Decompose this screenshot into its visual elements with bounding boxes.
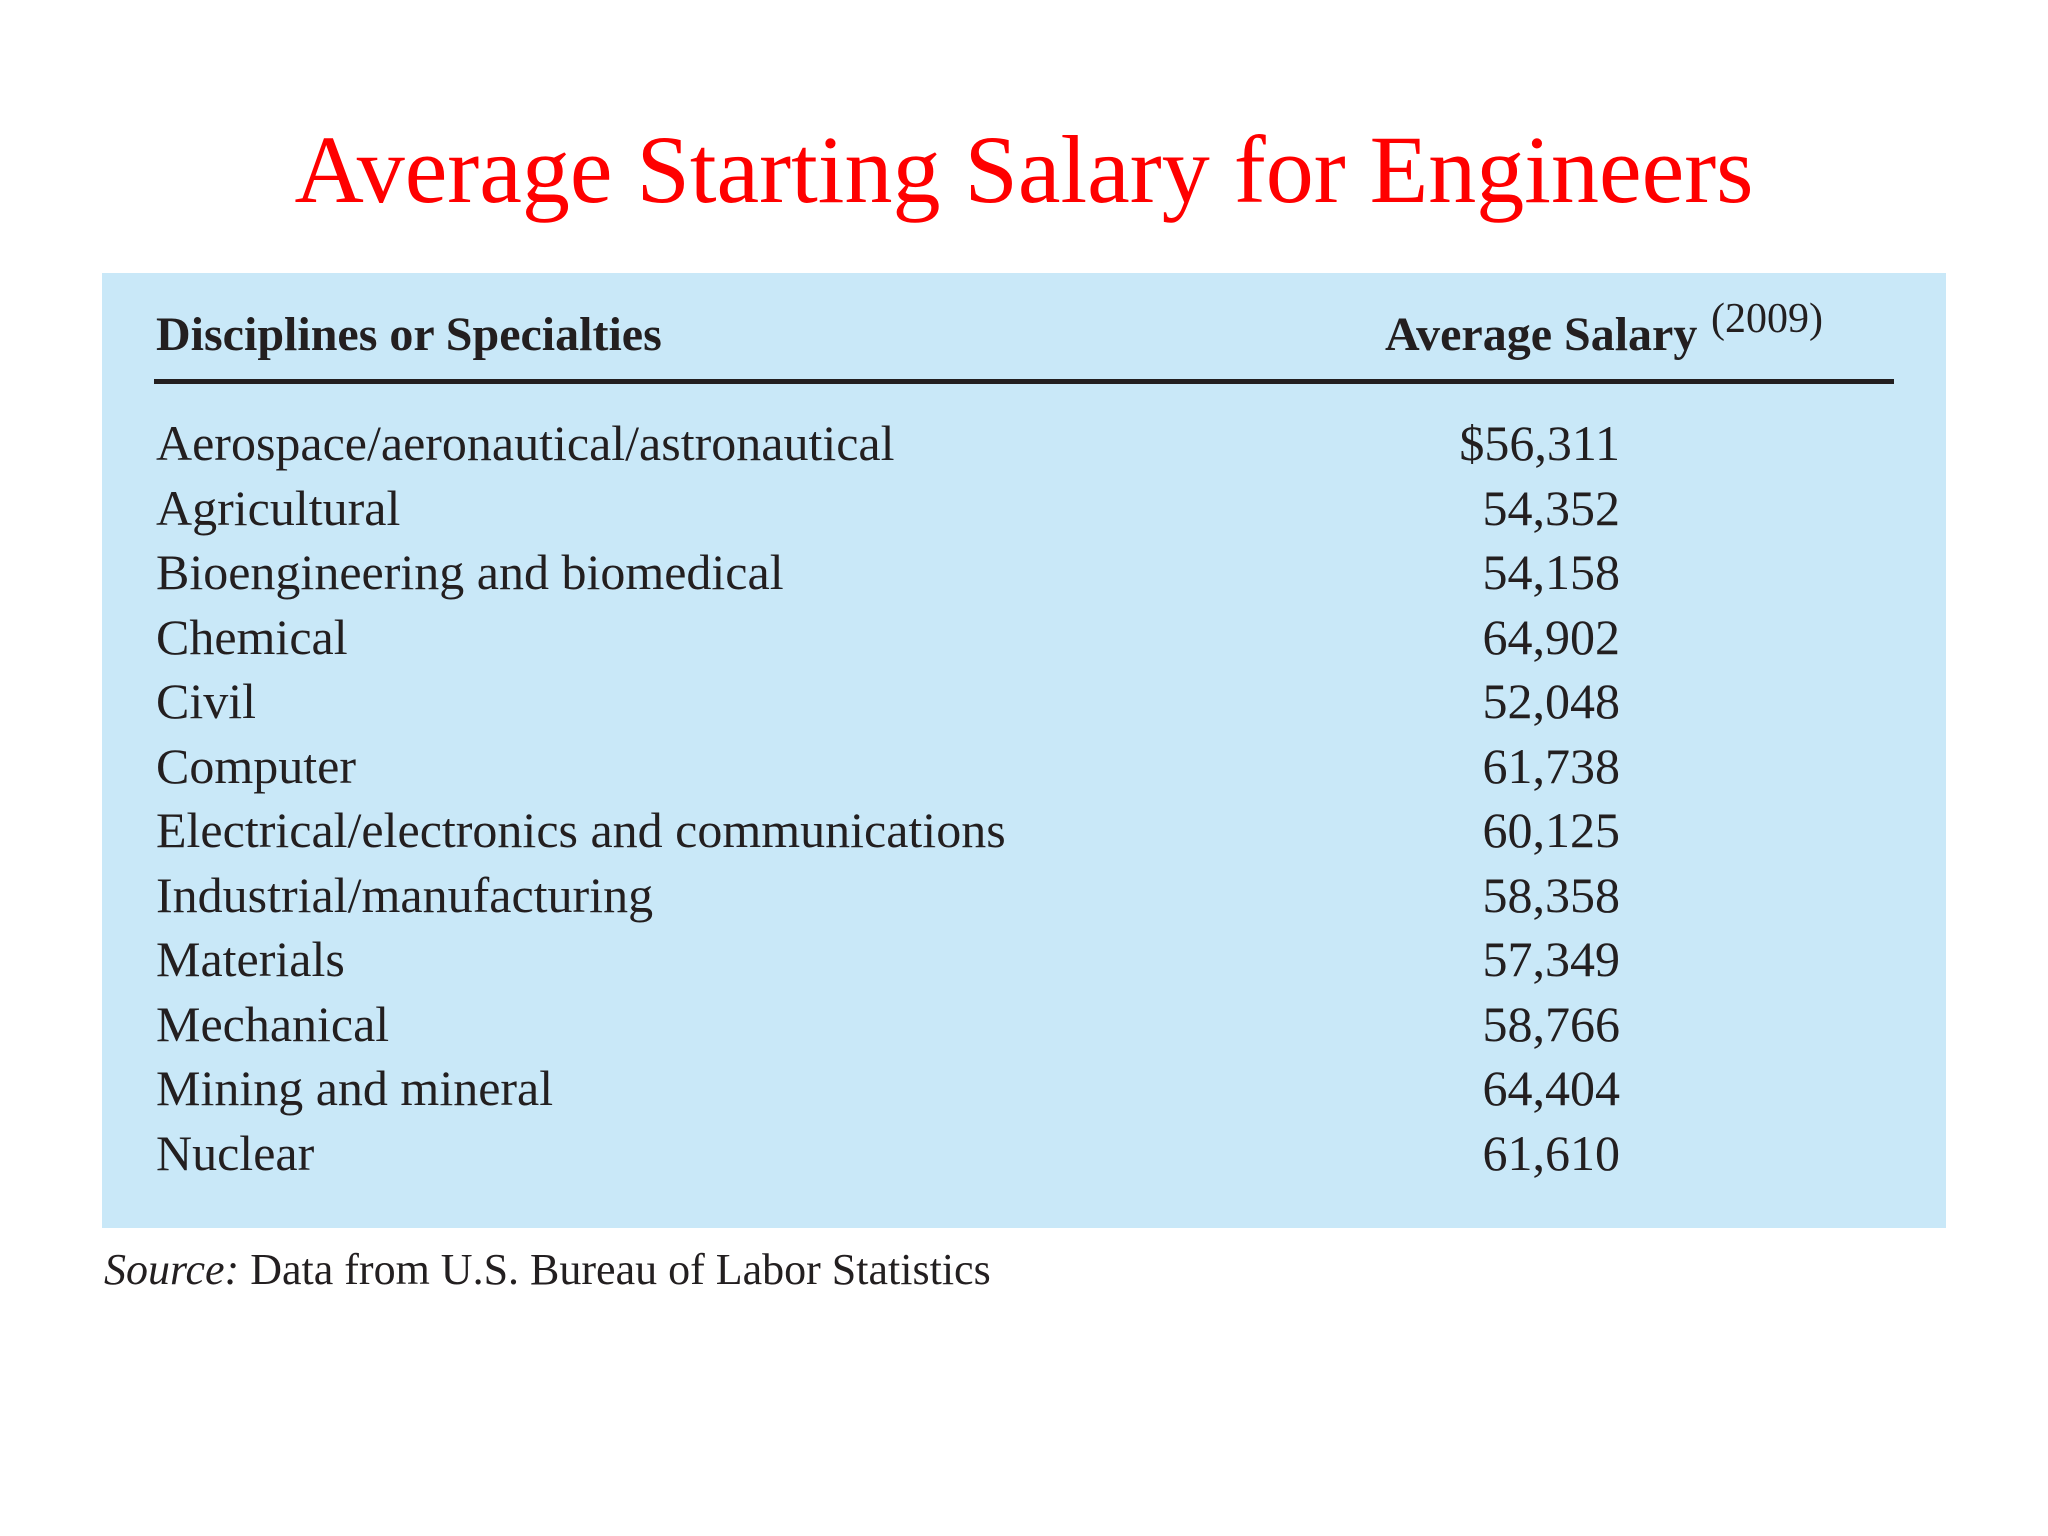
salary-cell: 54,158 xyxy=(1482,544,1621,600)
discipline-cell: Computer xyxy=(156,737,356,794)
salary-cell: 57,349 xyxy=(1482,931,1621,987)
discipline-cell: Mechanical xyxy=(156,995,390,1052)
salary-cell: 61,738 xyxy=(1482,737,1621,794)
discipline-cell: Electrical/electronics and communication… xyxy=(156,802,1006,858)
discipline-cell: Mining and mineral xyxy=(156,1060,554,1116)
table-row: Electrical/electronics and communication… xyxy=(156,798,1896,863)
column-header-salary: Average Salary xyxy=(1385,308,1698,361)
table-row: Civil 52,048 xyxy=(156,669,1896,734)
discipline-cell: Bioengineering and biomedical xyxy=(156,544,784,600)
header-divider xyxy=(154,379,1894,384)
salary-cell: 58,358 xyxy=(1482,866,1621,923)
discipline-cell: Civil xyxy=(156,673,257,729)
table-row: Mechanical 58,766 xyxy=(156,992,1896,1057)
table-row: Chemical 64,902 xyxy=(156,605,1896,670)
discipline-cell: Nuclear xyxy=(156,1124,315,1181)
source-label: Source: xyxy=(104,1245,240,1294)
salary-cell: $56,311 xyxy=(1459,415,1620,471)
table-header: Disciplines or Specialties Average Salar… xyxy=(156,293,1894,381)
slide-title: Average Starting Salary for Engineers xyxy=(294,116,1754,223)
discipline-cell: Materials xyxy=(156,931,345,987)
salary-cell: 58,766 xyxy=(1482,995,1621,1052)
column-header-year: (2009) xyxy=(1711,296,1823,342)
discipline-cell: Aerospace/aeronautical/astronautical xyxy=(156,415,895,471)
source-note: Source: Data from U.S. Bureau of Labor S… xyxy=(104,1240,991,1300)
table-row: Industrial/manufacturing 58,358 xyxy=(156,863,1896,928)
table-row: Materials 57,349 xyxy=(156,927,1896,992)
column-header-discipline: Disciplines or Specialties xyxy=(156,308,662,361)
salary-cell: 52,048 xyxy=(1482,673,1621,729)
salary-cell: 61,610 xyxy=(1482,1124,1621,1181)
salary-cell: 54,352 xyxy=(1482,479,1621,536)
salary-cell: 64,404 xyxy=(1482,1060,1621,1116)
salary-cell: 64,902 xyxy=(1482,608,1621,665)
table-row: Mining and mineral 64,404 xyxy=(156,1056,1896,1121)
table-row: Aerospace/aeronautical/astronautical $56… xyxy=(156,411,1896,476)
salary-table: Disciplines or Specialties Average Salar… xyxy=(102,273,1946,1228)
table-body: Aerospace/aeronautical/astronautical $56… xyxy=(156,411,1896,1185)
table-row: Bioengineering and biomedical 54,158 xyxy=(156,540,1896,605)
table-row: Agricultural 54,352 xyxy=(156,476,1896,541)
discipline-cell: Chemical xyxy=(156,608,348,665)
source-text: Data from U.S. Bureau of Labor Statistic… xyxy=(250,1245,991,1294)
discipline-cell: Agricultural xyxy=(156,479,401,536)
table-row: Nuclear 61,610 xyxy=(156,1121,1896,1186)
table-row: Computer 61,738 xyxy=(156,734,1896,799)
salary-cell: 60,125 xyxy=(1482,802,1621,858)
discipline-cell: Industrial/manufacturing xyxy=(156,866,654,923)
